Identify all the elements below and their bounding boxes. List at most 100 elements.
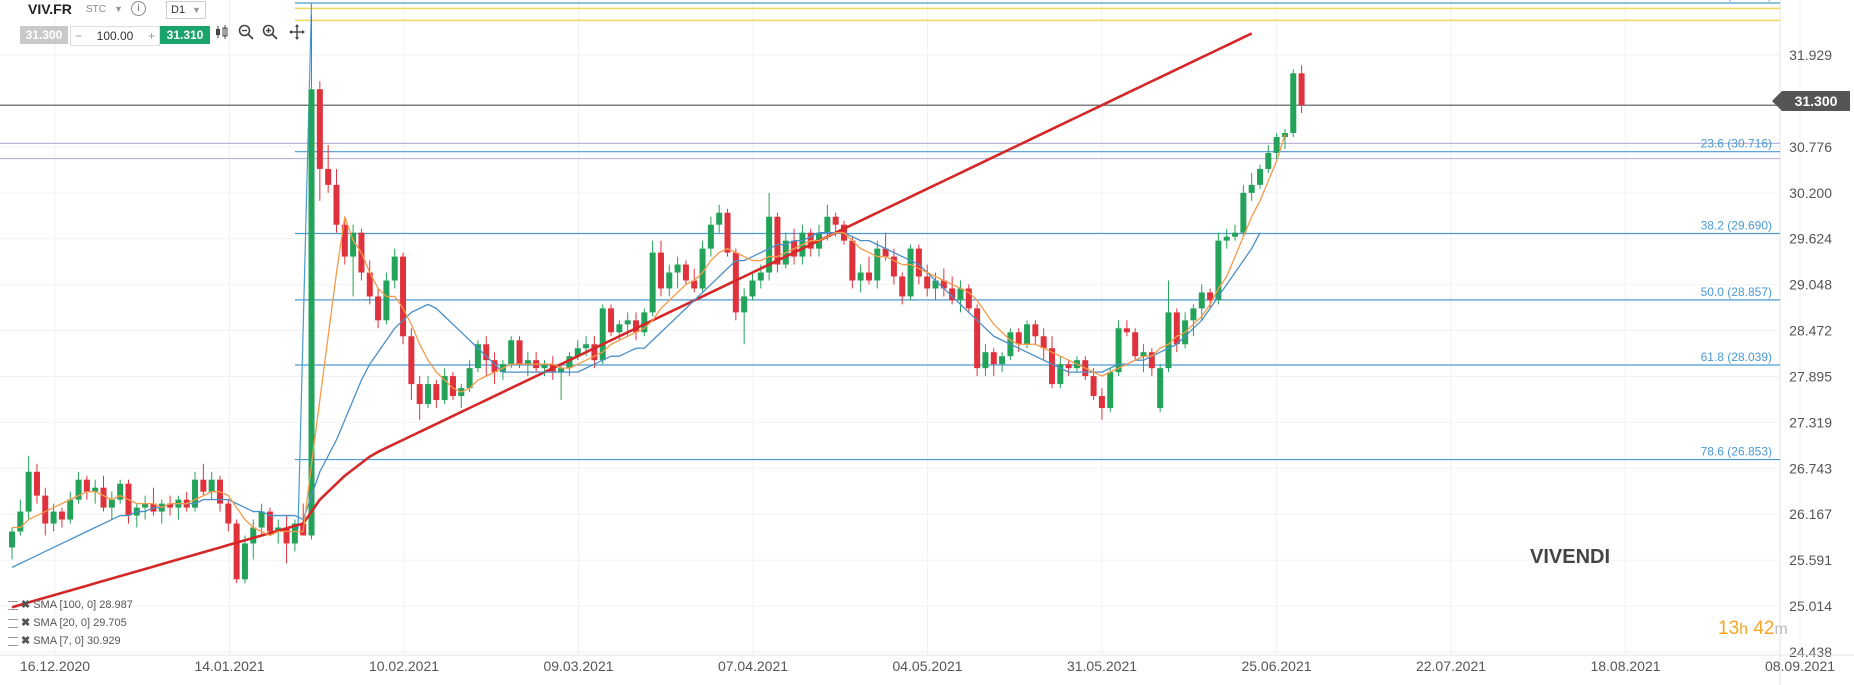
fibonacci-level-label: 61.8 (28.039) bbox=[1701, 350, 1772, 364]
indicator-label: SMA [7, 0] 30.929 bbox=[33, 635, 121, 647]
candle-body bbox=[350, 232, 357, 257]
indicator-legend-sma100[interactable]: ✖ SMA [100, 0] 28.987 bbox=[8, 598, 133, 611]
candle-body bbox=[1232, 232, 1239, 237]
candle-body bbox=[316, 89, 323, 169]
candle-body bbox=[1057, 364, 1064, 385]
candle-body bbox=[707, 224, 714, 249]
x-axis-tick-label: 10.02.2021 bbox=[369, 658, 439, 674]
quantity-increase-button[interactable]: + bbox=[147, 29, 155, 43]
x-axis-tick-label: 14.01.2021 bbox=[194, 658, 264, 674]
y-axis-tick-label: 27.895 bbox=[1789, 369, 1832, 385]
candle-body bbox=[308, 89, 315, 536]
remove-indicator-icon[interactable]: ✖ bbox=[21, 599, 31, 611]
candle-body bbox=[633, 320, 639, 333]
candle-body bbox=[882, 248, 889, 257]
candle-body bbox=[449, 376, 456, 397]
y-axis-tick-label: 29.624 bbox=[1789, 231, 1832, 247]
candle-body bbox=[583, 344, 590, 349]
crosshair-icon[interactable] bbox=[287, 24, 307, 45]
candle-body bbox=[391, 256, 398, 281]
candle-body bbox=[999, 356, 1006, 365]
indicator-legend-sma20[interactable]: ✖ SMA [20, 0] 29.705 bbox=[8, 616, 127, 629]
candle-body bbox=[1215, 240, 1222, 301]
candle-body bbox=[649, 252, 656, 313]
zoom-in-icon[interactable] bbox=[260, 24, 280, 45]
timeframe-dropdown-icon[interactable]: ▼ bbox=[192, 5, 201, 15]
candle-body bbox=[766, 216, 773, 273]
candle-body bbox=[757, 272, 764, 281]
x-axis-tick-label: 04.05.2021 bbox=[892, 658, 962, 674]
candlestick-type-icon[interactable] bbox=[212, 24, 232, 45]
candle-body bbox=[624, 320, 631, 325]
candle-body bbox=[558, 368, 565, 373]
x-axis-tick-label: 25.06.2021 bbox=[1241, 658, 1311, 674]
candle-body bbox=[416, 384, 423, 405]
candle-body bbox=[1148, 352, 1155, 369]
candle-body bbox=[266, 511, 273, 532]
candle-body bbox=[341, 224, 348, 257]
quantity-value[interactable]: 100.00 bbox=[96, 29, 134, 43]
buy-price-button[interactable]: 31.310 bbox=[160, 26, 210, 44]
candle-body bbox=[890, 256, 897, 277]
candle-body bbox=[1273, 137, 1280, 153]
candle-body bbox=[599, 308, 606, 361]
candle-body bbox=[1290, 73, 1297, 134]
candle-body bbox=[566, 356, 573, 369]
zoom-out-icon[interactable] bbox=[236, 24, 256, 45]
candle-body bbox=[974, 308, 981, 369]
candle-body bbox=[1090, 376, 1097, 397]
sell-price-button[interactable]: 31.300 bbox=[20, 26, 68, 44]
indicator-legend-sma7[interactable]: ✖ SMA [7, 0] 30.929 bbox=[8, 634, 121, 647]
candle-body bbox=[1190, 308, 1197, 321]
info-icon[interactable]: i bbox=[131, 1, 146, 16]
candle-body bbox=[1032, 324, 1039, 337]
y-axis-tick-label: 30.200 bbox=[1789, 185, 1832, 201]
candle-body bbox=[874, 248, 881, 281]
candle-body bbox=[1207, 292, 1214, 301]
y-axis-tick-label: 30.776 bbox=[1789, 139, 1832, 155]
candle-body bbox=[1257, 168, 1263, 185]
candle-body bbox=[682, 264, 689, 281]
indicator-menu-icon[interactable] bbox=[8, 636, 18, 646]
indicator-menu-icon[interactable] bbox=[8, 618, 18, 628]
exchange-label[interactable]: STC bbox=[86, 4, 106, 15]
candle-body bbox=[990, 352, 997, 365]
candle-body bbox=[75, 479, 82, 500]
timeframe-select[interactable]: D1 bbox=[166, 1, 206, 19]
candle-body bbox=[674, 264, 681, 273]
candle-body bbox=[208, 479, 215, 492]
candle-body bbox=[1298, 73, 1305, 106]
candle-body bbox=[375, 296, 382, 321]
remove-indicator-icon[interactable]: ✖ bbox=[21, 617, 31, 629]
symbol-dropdown-icon[interactable]: ▼ bbox=[114, 4, 123, 14]
candle-body bbox=[940, 280, 947, 289]
candle-body bbox=[591, 344, 598, 361]
remove-indicator-icon[interactable]: ✖ bbox=[21, 635, 31, 647]
symbol-label[interactable]: VIV.FR bbox=[28, 1, 72, 17]
candle-body bbox=[258, 511, 265, 528]
candle-body bbox=[233, 523, 240, 580]
candle-body bbox=[516, 340, 523, 365]
candle-body bbox=[824, 216, 831, 233]
candle-body bbox=[1223, 236, 1230, 241]
candle-body bbox=[524, 360, 531, 365]
indicator-label: SMA [20, 0] 29.705 bbox=[33, 617, 127, 629]
quantity-decrease-button[interactable]: − bbox=[75, 29, 83, 43]
candle-body bbox=[433, 384, 440, 401]
timer-minutes-unit: m bbox=[1774, 621, 1788, 638]
indicator-menu-icon[interactable] bbox=[8, 600, 18, 610]
candle-body bbox=[50, 511, 57, 524]
candle-body bbox=[1165, 312, 1172, 369]
candle-body bbox=[1157, 368, 1164, 408]
candle-body bbox=[58, 511, 65, 520]
y-axis-tick-label: 26.167 bbox=[1789, 506, 1832, 522]
candle-body bbox=[608, 308, 615, 333]
candle-body bbox=[541, 364, 548, 369]
candle-body bbox=[724, 212, 731, 253]
candle-body bbox=[291, 523, 298, 544]
y-axis-tick-label: 26.743 bbox=[1789, 460, 1832, 476]
candle-body bbox=[932, 280, 939, 289]
quantity-stepper[interactable]: − 100.00 + bbox=[70, 26, 160, 46]
y-axis-tick-label: 29.048 bbox=[1789, 277, 1832, 293]
